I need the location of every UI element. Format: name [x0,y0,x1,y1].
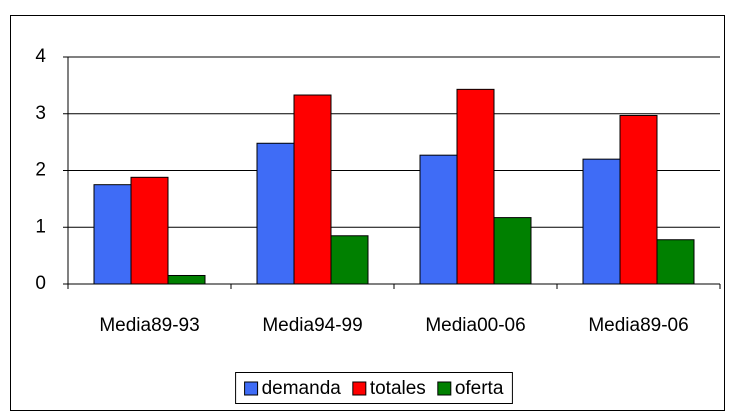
legend-swatch [244,381,259,396]
x-tick-label: Media00-06 [425,315,525,336]
legend-label: demanda [262,378,342,399]
x-tick-label: Media89-06 [588,315,688,336]
bar [167,274,206,285]
bar [293,94,332,285]
legend-box [235,372,513,404]
legend-label: oferta [455,378,504,399]
y-tick-label: 4 [35,46,46,67]
bar [419,154,458,285]
y-tick-label: 1 [35,216,46,237]
bar [330,235,369,285]
bar [493,217,532,285]
x-tick-label: Media94-99 [262,315,362,336]
bar [619,114,658,285]
bar [456,88,495,285]
legend-swatch [437,381,452,396]
legend-swatch [352,381,367,396]
bar [130,176,169,285]
bar [93,184,132,285]
legend-label: totales [370,378,426,399]
bar [256,142,295,285]
y-tick-label: 3 [35,103,46,124]
bar [582,158,621,285]
y-tick-label: 2 [35,160,46,181]
bar [656,239,695,285]
y-tick-label: 0 [35,273,46,294]
x-tick-label: Media89-93 [99,315,199,336]
